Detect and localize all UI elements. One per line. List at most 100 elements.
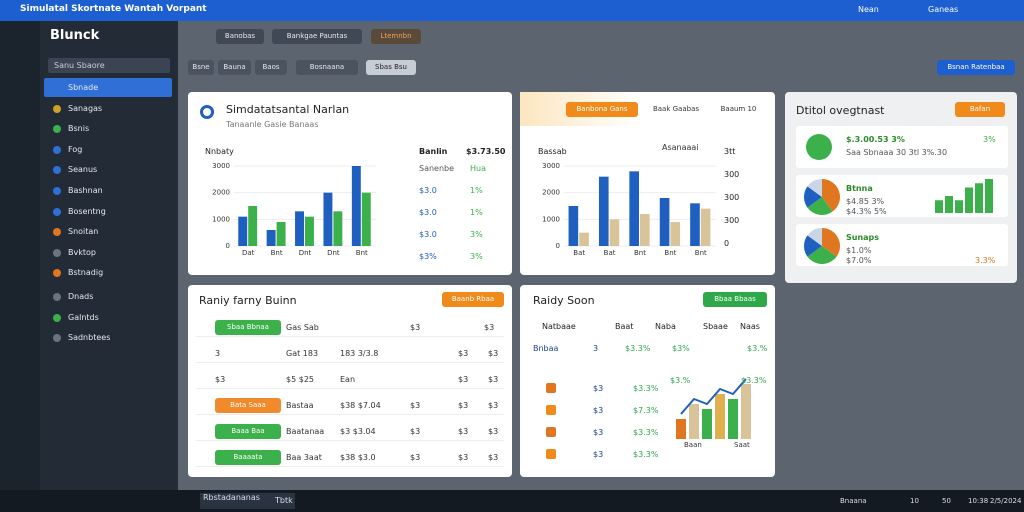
sales-cell: $3 bbox=[593, 428, 604, 437]
icon-rail bbox=[0, 21, 40, 490]
filter[interactable]: Bosnaana bbox=[296, 60, 358, 75]
table-header: $3.73.50 bbox=[466, 147, 506, 156]
y-tick-label: 2000 bbox=[212, 189, 230, 197]
sales-icon bbox=[546, 383, 556, 393]
table-header: Natbaae bbox=[542, 322, 576, 331]
menu-icon bbox=[53, 293, 61, 301]
table-cell: $3.0 bbox=[419, 186, 437, 195]
chart-value-label: $3.% bbox=[670, 376, 691, 385]
chart: Baan Saat bbox=[676, 378, 751, 449]
activity-button[interactable]: Baanb Rbaa bbox=[442, 292, 504, 307]
row-cell: $38 $3.0 bbox=[340, 453, 376, 462]
sales-cell: $3.3% bbox=[633, 384, 659, 393]
status-pill[interactable]: Baaa Baa bbox=[215, 424, 281, 439]
bar bbox=[609, 219, 620, 246]
tab[interactable]: Ltemnbn bbox=[371, 29, 421, 44]
pie-slice bbox=[822, 228, 840, 257]
menu-icon bbox=[53, 269, 61, 278]
sales-button[interactable]: Bbaa Bbaas bbox=[703, 292, 767, 307]
card-title: Dtitol ovegtnast bbox=[796, 104, 885, 117]
table-cell: 1% bbox=[470, 208, 483, 217]
side-value: 300 bbox=[724, 193, 740, 202]
table-cell: 1% bbox=[470, 186, 483, 195]
menu-item[interactable] bbox=[44, 263, 172, 282]
trend-button[interactable]: Banbona Gans bbox=[566, 102, 638, 117]
mini-bar bbox=[985, 179, 993, 213]
row-cell: $5 $25 bbox=[286, 375, 314, 384]
side-value: 3tt bbox=[724, 147, 736, 156]
tray-item: Bnaana bbox=[840, 497, 867, 505]
trend-button[interactable]: Baaum 10 bbox=[711, 102, 766, 117]
sales-card bbox=[520, 285, 775, 477]
taskbar-app[interactable]: Rbstadananas bbox=[200, 493, 295, 509]
menu-label: Galntds bbox=[68, 312, 99, 322]
y-tick-label: 2000 bbox=[542, 189, 560, 197]
pie-slice bbox=[807, 228, 822, 246]
table-cell: Hua bbox=[470, 164, 486, 173]
row-cell: $3 bbox=[410, 401, 421, 410]
menu-item[interactable] bbox=[44, 181, 172, 200]
status-pill[interactable]: Bata Saaa bbox=[215, 398, 281, 413]
x-tick-label: Dnt bbox=[327, 249, 340, 257]
goals-button[interactable]: Bafan bbox=[955, 102, 1005, 117]
filter[interactable]: Baos bbox=[255, 60, 287, 75]
table-cell: 3% bbox=[470, 252, 483, 261]
menu-item[interactable] bbox=[44, 99, 172, 118]
menu-item[interactable] bbox=[44, 78, 172, 97]
menu-icon bbox=[53, 228, 61, 237]
filter[interactable]: Bauna bbox=[218, 60, 251, 75]
account-name: Ganeas bbox=[928, 5, 959, 14]
action-button[interactable]: Bsnan Ratenbaa bbox=[937, 60, 1015, 75]
bar bbox=[702, 409, 712, 439]
mini-bar bbox=[955, 200, 963, 213]
menu-item[interactable] bbox=[44, 119, 172, 138]
status-pill[interactable]: Sbaa Bbnaa bbox=[215, 320, 281, 335]
chart bbox=[935, 179, 993, 213]
menu-icon bbox=[53, 187, 61, 195]
sales-icon bbox=[546, 427, 556, 437]
status-pill[interactable]: Baaaata bbox=[215, 450, 281, 465]
trend-button[interactable]: Baak Gaabas bbox=[646, 102, 706, 117]
menu-label: Sbnade bbox=[68, 83, 99, 92]
row-cell: $3 bbox=[488, 401, 499, 410]
menu-item[interactable] bbox=[44, 308, 172, 327]
menu-item[interactable] bbox=[44, 243, 172, 262]
bar bbox=[659, 198, 670, 246]
bar bbox=[266, 230, 276, 246]
search[interactable]: Sanu Sbaore bbox=[48, 58, 170, 73]
bar bbox=[598, 176, 609, 246]
tab[interactable]: Bankgae Pauntas bbox=[272, 29, 362, 44]
menu-item[interactable] bbox=[44, 202, 172, 221]
table-cell: $3% bbox=[419, 252, 437, 261]
row-divider bbox=[196, 466, 504, 467]
app-title: Simulatal Skortnate Wantah Vorpant bbox=[20, 4, 207, 14]
tab[interactable]: Banobas bbox=[216, 29, 264, 44]
x-tick-label: Saat bbox=[734, 441, 750, 449]
row-cell: $3 bbox=[458, 427, 469, 436]
bar bbox=[295, 211, 304, 246]
mini-bar bbox=[975, 183, 983, 213]
chart bbox=[804, 228, 840, 264]
side-value: 300 bbox=[724, 216, 740, 225]
sales-cell: $7.3% bbox=[633, 406, 659, 415]
bar bbox=[741, 384, 751, 439]
menu-item[interactable] bbox=[44, 160, 172, 179]
bar bbox=[715, 394, 725, 439]
filter[interactable]: Sbas Bsu bbox=[366, 60, 416, 75]
menu-item[interactable] bbox=[44, 140, 172, 159]
y-tick-label: 3000 bbox=[212, 162, 230, 170]
menu-item[interactable] bbox=[44, 287, 172, 306]
menu-icon bbox=[53, 125, 61, 134]
filter[interactable]: Bsne bbox=[188, 60, 214, 75]
row-cell: Baa 3aat bbox=[286, 453, 322, 462]
menu-item[interactable] bbox=[44, 222, 172, 241]
sales-cell: $3% bbox=[672, 344, 690, 353]
row-cell: $3 bbox=[410, 323, 421, 332]
menu-label: Bashnan bbox=[68, 186, 103, 195]
menu-icon bbox=[53, 166, 61, 175]
row-cell: $3 bbox=[410, 427, 421, 436]
pie-slice bbox=[804, 235, 822, 257]
mini-bar bbox=[935, 200, 943, 213]
mini-bar bbox=[965, 187, 973, 213]
